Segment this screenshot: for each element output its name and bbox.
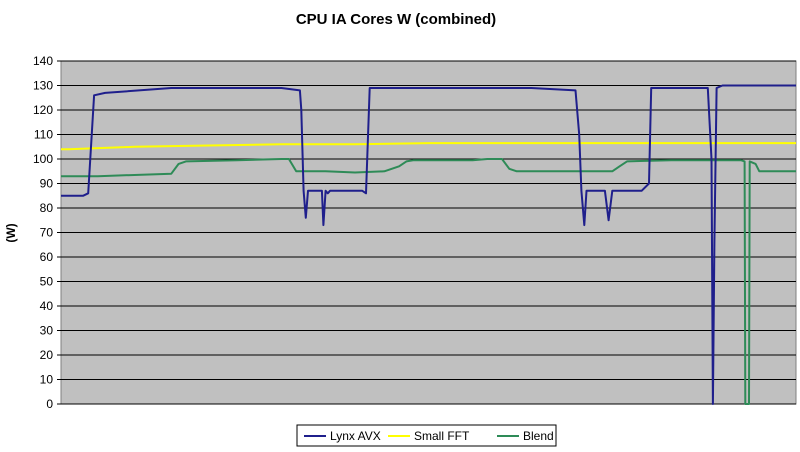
y-tick-label-10: 10 bbox=[40, 373, 54, 387]
y-tick-label-80: 80 bbox=[40, 201, 54, 215]
chart-title: CPU IA Cores W (combined) bbox=[296, 11, 496, 28]
series-layer bbox=[61, 84, 796, 405]
y-axis-ticks: 0 10 20 30 40 50 60 70 80 90 100 110 120 130 140 bbox=[33, 54, 61, 411]
y-tick-label-0: 0 bbox=[46, 397, 53, 411]
y-tick-label-110: 110 bbox=[34, 128, 53, 142]
legend-label-lynx-avx: Lynx AVX bbox=[330, 429, 381, 443]
y-tick-label-120: 120 bbox=[33, 103, 53, 117]
legend-label-blend: Blend bbox=[523, 429, 554, 443]
legend: Lynx AVX Small FFT Blend bbox=[296, 424, 557, 447]
series-line-blend bbox=[61, 158, 796, 405]
series-line-lynx-avx bbox=[61, 84, 796, 405]
y-tick-label-70: 70 bbox=[40, 226, 54, 240]
y-tick-label-50: 50 bbox=[40, 275, 54, 289]
y-tick-label-90: 90 bbox=[40, 177, 54, 191]
legend-label-small-fft: Small FFT bbox=[414, 429, 470, 443]
y-tick-label-130: 130 bbox=[33, 79, 53, 93]
y-axis-label: (W) bbox=[4, 223, 18, 242]
series-line-small-fft bbox=[61, 142, 796, 151]
y-tick-label-30: 30 bbox=[40, 324, 54, 338]
y-tick-label-40: 40 bbox=[40, 299, 54, 313]
legend-box bbox=[296, 424, 557, 447]
y-tick-label-100: 100 bbox=[33, 152, 53, 166]
grid-lines bbox=[61, 60, 796, 405]
y-tick-label-140: 140 bbox=[33, 54, 53, 68]
y-tick-label-60: 60 bbox=[40, 250, 54, 264]
y-tick-label-20: 20 bbox=[40, 348, 54, 362]
